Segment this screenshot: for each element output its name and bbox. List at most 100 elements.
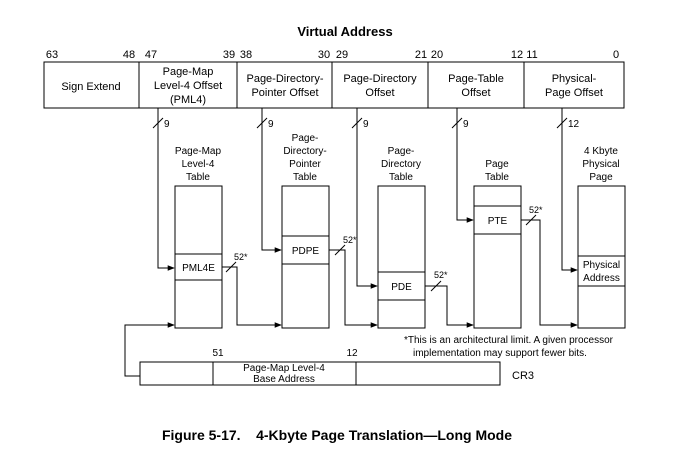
field-label: Page-Directory- xyxy=(246,73,323,85)
slash-mark xyxy=(256,117,268,129)
connector-pte-to-page xyxy=(521,219,578,328)
cr3-field-label: Base Address xyxy=(253,374,315,385)
table-title: Physical xyxy=(582,159,619,170)
connector-pde-to-pt xyxy=(425,285,474,328)
table-entry-physical-address xyxy=(577,255,626,287)
physical-page: 4 Kbyte Physical Page Physical Address xyxy=(577,146,626,329)
footnote: *This is an architectural limit. A given… xyxy=(404,335,614,359)
virtual-address-bar: Sign Extend Page-Map Level-4 Offset (PML… xyxy=(43,61,625,109)
field-pt-offset xyxy=(427,61,525,109)
table-entry-pte xyxy=(473,205,522,235)
entry-label: PDPE xyxy=(292,246,320,257)
slash-mark xyxy=(225,261,237,273)
field-label: Sign Extend xyxy=(61,81,120,93)
table-title: Directory- xyxy=(283,146,326,157)
pointer-width-label: 52* xyxy=(234,252,248,262)
pointer-width-labels: 52* 52* 52* 52* xyxy=(234,205,543,280)
table-title: 4 Kbyte xyxy=(584,146,618,157)
field-label: Pointer Offset xyxy=(251,87,318,99)
field-label: Page Offset xyxy=(545,87,603,99)
table-title: Page- xyxy=(292,133,319,144)
cr3-bit-high: 51 xyxy=(212,348,224,359)
slash-mark xyxy=(451,117,463,129)
cr3-field-label: Page-Map Level-4 xyxy=(243,363,325,374)
bit-label: 11 xyxy=(526,49,537,61)
bit-label: 47 xyxy=(145,49,157,61)
field-label: Offset xyxy=(365,87,394,99)
pointer-slashes xyxy=(225,214,537,292)
field-sign-extend xyxy=(43,61,140,109)
width-label: 9 xyxy=(268,119,274,130)
cr3-bit-low: 12 xyxy=(346,348,358,359)
width-labels: 9 9 9 9 12 xyxy=(164,119,580,130)
field-label: Page-Table xyxy=(448,73,504,85)
cr3-register: 51 12 Page-Map Level-4 Base Address CR3 xyxy=(124,322,534,386)
field-label: Level-4 Offset xyxy=(154,80,222,92)
entry-label: Physical xyxy=(583,260,620,271)
table-title: Level-4 xyxy=(182,159,215,170)
field-label: Page-Directory xyxy=(343,73,417,85)
table-title: Table xyxy=(389,172,413,183)
slash-mark xyxy=(334,244,346,256)
field-pdp-offset xyxy=(236,61,333,109)
table-entry-pde xyxy=(377,271,426,301)
width-label: 9 xyxy=(363,119,369,130)
table-pml4: Page-Map Level-4 Table PML4E xyxy=(174,146,223,329)
connector-pdp xyxy=(261,108,282,253)
field-pml4-offset xyxy=(138,61,238,109)
bit-label: 30 xyxy=(318,49,330,61)
cr3-box xyxy=(139,361,501,386)
footnote-line: *This is an architectural limit. A given… xyxy=(404,335,614,346)
width-label: 9 xyxy=(463,119,469,130)
slash-mark xyxy=(351,117,363,129)
bit-labels: 63 48 47 39 38 30 29 21 20 12 11 0 xyxy=(46,49,619,61)
field-label: Physical- xyxy=(552,73,597,85)
pointer-width-label: 52* xyxy=(434,270,448,280)
pointer-width-label: 52* xyxy=(343,235,357,245)
entry-label: PML4E xyxy=(182,263,215,274)
entry-label: Address xyxy=(583,273,620,284)
field-pd-offset xyxy=(331,61,429,109)
slash-mark xyxy=(152,117,164,129)
figure-caption: Figure 5-17. 4-Kbyte Page Translation—Lo… xyxy=(162,427,512,443)
bit-label: 12 xyxy=(511,49,523,61)
slash-mark xyxy=(430,280,442,292)
connector-pd xyxy=(356,108,378,289)
table-pd: Page- Directory Table PDE xyxy=(377,146,426,329)
bit-label: 29 xyxy=(336,49,348,61)
width-slashes xyxy=(152,117,568,129)
field-label: Page-Map xyxy=(163,66,214,78)
offset-connectors xyxy=(157,108,578,289)
table-title: Table xyxy=(293,172,317,183)
connector-cr3-to-pml4 xyxy=(124,322,175,377)
table-title: Page- xyxy=(388,146,415,157)
table-title: Pointer xyxy=(289,159,321,170)
table-title: Table xyxy=(186,172,210,183)
table-pdp: Page- Directory- Pointer Table PDPE xyxy=(281,133,330,329)
slash-mark xyxy=(556,117,568,129)
slash-mark xyxy=(525,214,537,226)
cr3-label: CR3 xyxy=(512,370,534,382)
bit-label: 39 xyxy=(223,49,235,61)
field-page-offset xyxy=(523,61,625,109)
bit-label: 21 xyxy=(415,49,427,61)
bit-label: 38 xyxy=(240,49,252,61)
width-label: 12 xyxy=(568,119,580,130)
table-title: Table xyxy=(485,172,509,183)
bit-label: 63 xyxy=(46,49,58,61)
table-title: Page-Map xyxy=(175,146,222,157)
table-title: Page xyxy=(589,172,613,183)
table-pt: Page Table PTE xyxy=(473,159,522,329)
diagram-title: Virtual Address xyxy=(297,24,392,39)
bit-label: 20 xyxy=(431,49,443,61)
table-title: Page xyxy=(485,159,509,170)
bit-label: 0 xyxy=(613,49,619,61)
table-entry-pdpe xyxy=(281,235,330,265)
entry-label: PTE xyxy=(488,216,508,227)
width-label: 9 xyxy=(164,119,170,130)
connector-offset xyxy=(561,108,578,273)
connector-pdpe-to-pd xyxy=(329,249,378,328)
table-box xyxy=(377,185,426,329)
pointer-width-label: 52* xyxy=(529,205,543,215)
